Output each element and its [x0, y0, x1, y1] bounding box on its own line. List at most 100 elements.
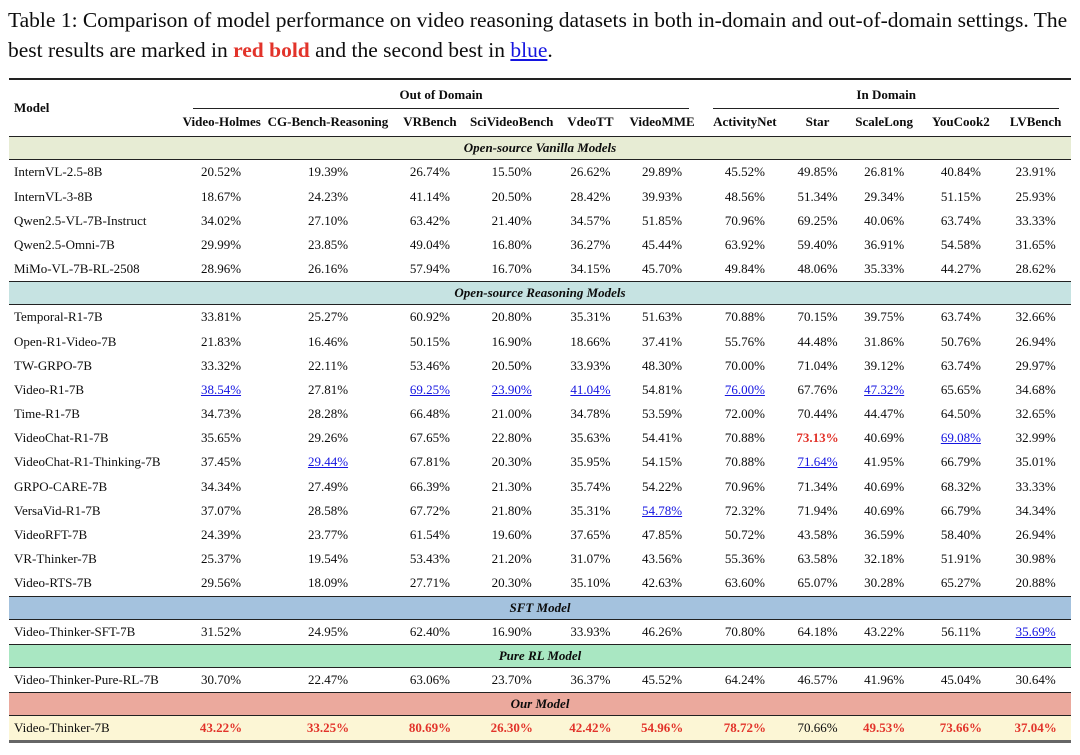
metric-cell: 37.07% [200, 502, 242, 518]
metric-cell: 37.41% [642, 333, 683, 349]
model-name-cell: Open-R1-Video-7B [14, 333, 117, 349]
metric-cell: 25.27% [307, 309, 349, 325]
metric-cell: 66.48% [409, 406, 450, 422]
results-table: Model Out of Domain In Domain Video-Holm… [9, 78, 1071, 744]
section-band-row: Pure RL Model [9, 643, 1071, 668]
metric-cell: 50.72% [724, 527, 765, 543]
metric-cell: 71.04% [797, 357, 838, 373]
metric-cell: 62.40% [409, 623, 450, 639]
metric-cell: 26.81% [864, 164, 905, 180]
section-band-row: Our Model [9, 691, 1071, 716]
column-header-vrbench: VRBench [394, 109, 466, 138]
metric-cell: 38.54% [200, 381, 242, 397]
column-header-youcook2: YouCook2 [921, 109, 1001, 138]
group-header-out-of-domain: Out of Domain [181, 79, 702, 110]
group-header-in-domain: In Domain [701, 79, 1071, 110]
metric-cell: 63.58% [797, 551, 838, 567]
table-row: VersaVid-R1-7B 37.07% 28.58% 67.72% 21.80% 35… [9, 499, 1071, 523]
metric-cell: 16.70% [491, 261, 532, 277]
metric-cell: 72.00% [724, 406, 765, 422]
model-name-cell: Qwen2.5-Omni-7B [14, 236, 115, 252]
model-name-cell: Temporal-R1-7B [14, 309, 103, 325]
metric-cell: 66.39% [409, 478, 450, 494]
table-row: Temporal-R1-7B 33.81% 25.27% 60.92% 20.80% 35… [9, 305, 1071, 330]
metric-cell: 47.85% [642, 527, 683, 543]
model-name-cell: VR-Thinker-7B [14, 551, 97, 567]
metric-cell: 45.70% [642, 261, 683, 277]
metric-cell: 27.71% [409, 575, 450, 591]
metric-cell: 30.98% [1015, 551, 1056, 567]
metric-cell: 37.04% [1014, 719, 1057, 735]
metric-cell: 20.52% [200, 164, 242, 180]
metric-cell: 53.59% [642, 406, 683, 422]
metric-cell: 48.56% [724, 188, 765, 204]
metric-cell: 36.91% [864, 236, 905, 252]
metric-cell: 34.78% [570, 406, 611, 422]
column-header-scalelong: ScaleLong [846, 109, 922, 138]
table-row: InternVL-2.5-8B 20.52% 19.39% 26.74% 15.50% 2… [9, 160, 1071, 185]
metric-cell: 37.45% [200, 454, 242, 470]
table-row: Open-R1-Video-7B 21.83% 16.46% 50.15% 16.90%… [9, 329, 1071, 353]
column-header-cg-bench-reasoning: CG-Bench-Reasoning [261, 109, 395, 138]
metric-cell: 35.10% [570, 575, 611, 591]
metric-cell: 34.02% [200, 212, 242, 228]
section-header-label: Open-source Reasoning Models [9, 281, 1071, 306]
caption-text-mid: and the second best in [309, 37, 511, 62]
metric-cell: 40.84% [940, 164, 981, 180]
model-name-cell: Video-Thinker-7B [14, 719, 110, 735]
metric-cell: 70.88% [724, 430, 765, 446]
metric-cell: 18.67% [200, 188, 242, 204]
table-row: Video-RTS-7B 29.56% 18.09% 27.71% 20.30% 35.1… [9, 571, 1071, 596]
metric-cell: 49.84% [724, 261, 765, 277]
metric-cell: 73.13% [796, 430, 839, 446]
metric-cell: 19.54% [307, 551, 349, 567]
metric-cell: 18.66% [570, 333, 611, 349]
metric-cell: 41.14% [409, 188, 450, 204]
metric-cell: 32.65% [1015, 406, 1056, 422]
column-header-model: Model [14, 100, 50, 116]
metric-cell: 69.08% [940, 430, 981, 446]
metric-cell: 34.34% [200, 478, 242, 494]
metric-cell: 22.11% [308, 357, 348, 373]
table-row: VideoChat-R1-Thinking-7B 37.45% 29.44% 67.8… [9, 450, 1071, 474]
metric-cell: 20.80% [491, 309, 532, 325]
metric-cell: 39.12% [864, 357, 905, 373]
metric-cell: 67.65% [409, 430, 450, 446]
metric-cell: 34.73% [200, 406, 242, 422]
model-name-cell: Qwen2.5-VL-7B-Instruct [14, 212, 147, 228]
metric-cell: 59.40% [797, 236, 838, 252]
metric-cell: 37.65% [570, 527, 611, 543]
metric-cell: 21.30% [491, 478, 532, 494]
model-name-cell: Video-R1-7B [14, 381, 84, 397]
table-row: Time-R1-7B 34.73% 28.28% 66.48% 21.00% 34.78%… [9, 402, 1071, 426]
metric-cell: 29.89% [642, 164, 683, 180]
metric-cell: 63.06% [409, 671, 450, 687]
metric-cell: 70.96% [724, 212, 765, 228]
metric-cell: 28.42% [570, 188, 611, 204]
metric-cell: 25.37% [200, 551, 242, 567]
metric-cell: 23.70% [491, 671, 532, 687]
metric-cell: 56.11% [941, 623, 981, 639]
metric-cell: 26.74% [409, 164, 450, 180]
metric-cell: 42.42% [569, 719, 612, 735]
metric-cell: 67.72% [409, 502, 450, 518]
column-header-video-holmes: Video-Holmes [180, 109, 262, 138]
metric-cell: 55.76% [724, 333, 765, 349]
metric-cell: 61.54% [409, 527, 450, 543]
table-row: MiMo-VL-7B-RL-2508 28.96% 26.16% 57.94% 16.7… [9, 257, 1071, 282]
metric-cell: 20.88% [1015, 575, 1056, 591]
metric-cell: 40.06% [864, 212, 905, 228]
metric-cell: 67.81% [409, 454, 450, 470]
metric-cell: 20.50% [491, 357, 532, 373]
metric-cell: 24.23% [307, 188, 349, 204]
metric-cell: 78.72% [723, 719, 766, 735]
metric-cell: 53.43% [409, 551, 450, 567]
metric-cell: 36.27% [570, 236, 611, 252]
metric-cell: 80.69% [408, 719, 452, 735]
metric-cell: 30.70% [200, 671, 242, 687]
metric-cell: 40.69% [864, 478, 905, 494]
metric-cell: 43.58% [797, 527, 838, 543]
metric-cell: 35.95% [570, 454, 611, 470]
table-row: Qwen2.5-VL-7B-Instruct 34.02% 27.10% 63.42%… [9, 209, 1071, 233]
metric-cell: 41.95% [864, 454, 905, 470]
